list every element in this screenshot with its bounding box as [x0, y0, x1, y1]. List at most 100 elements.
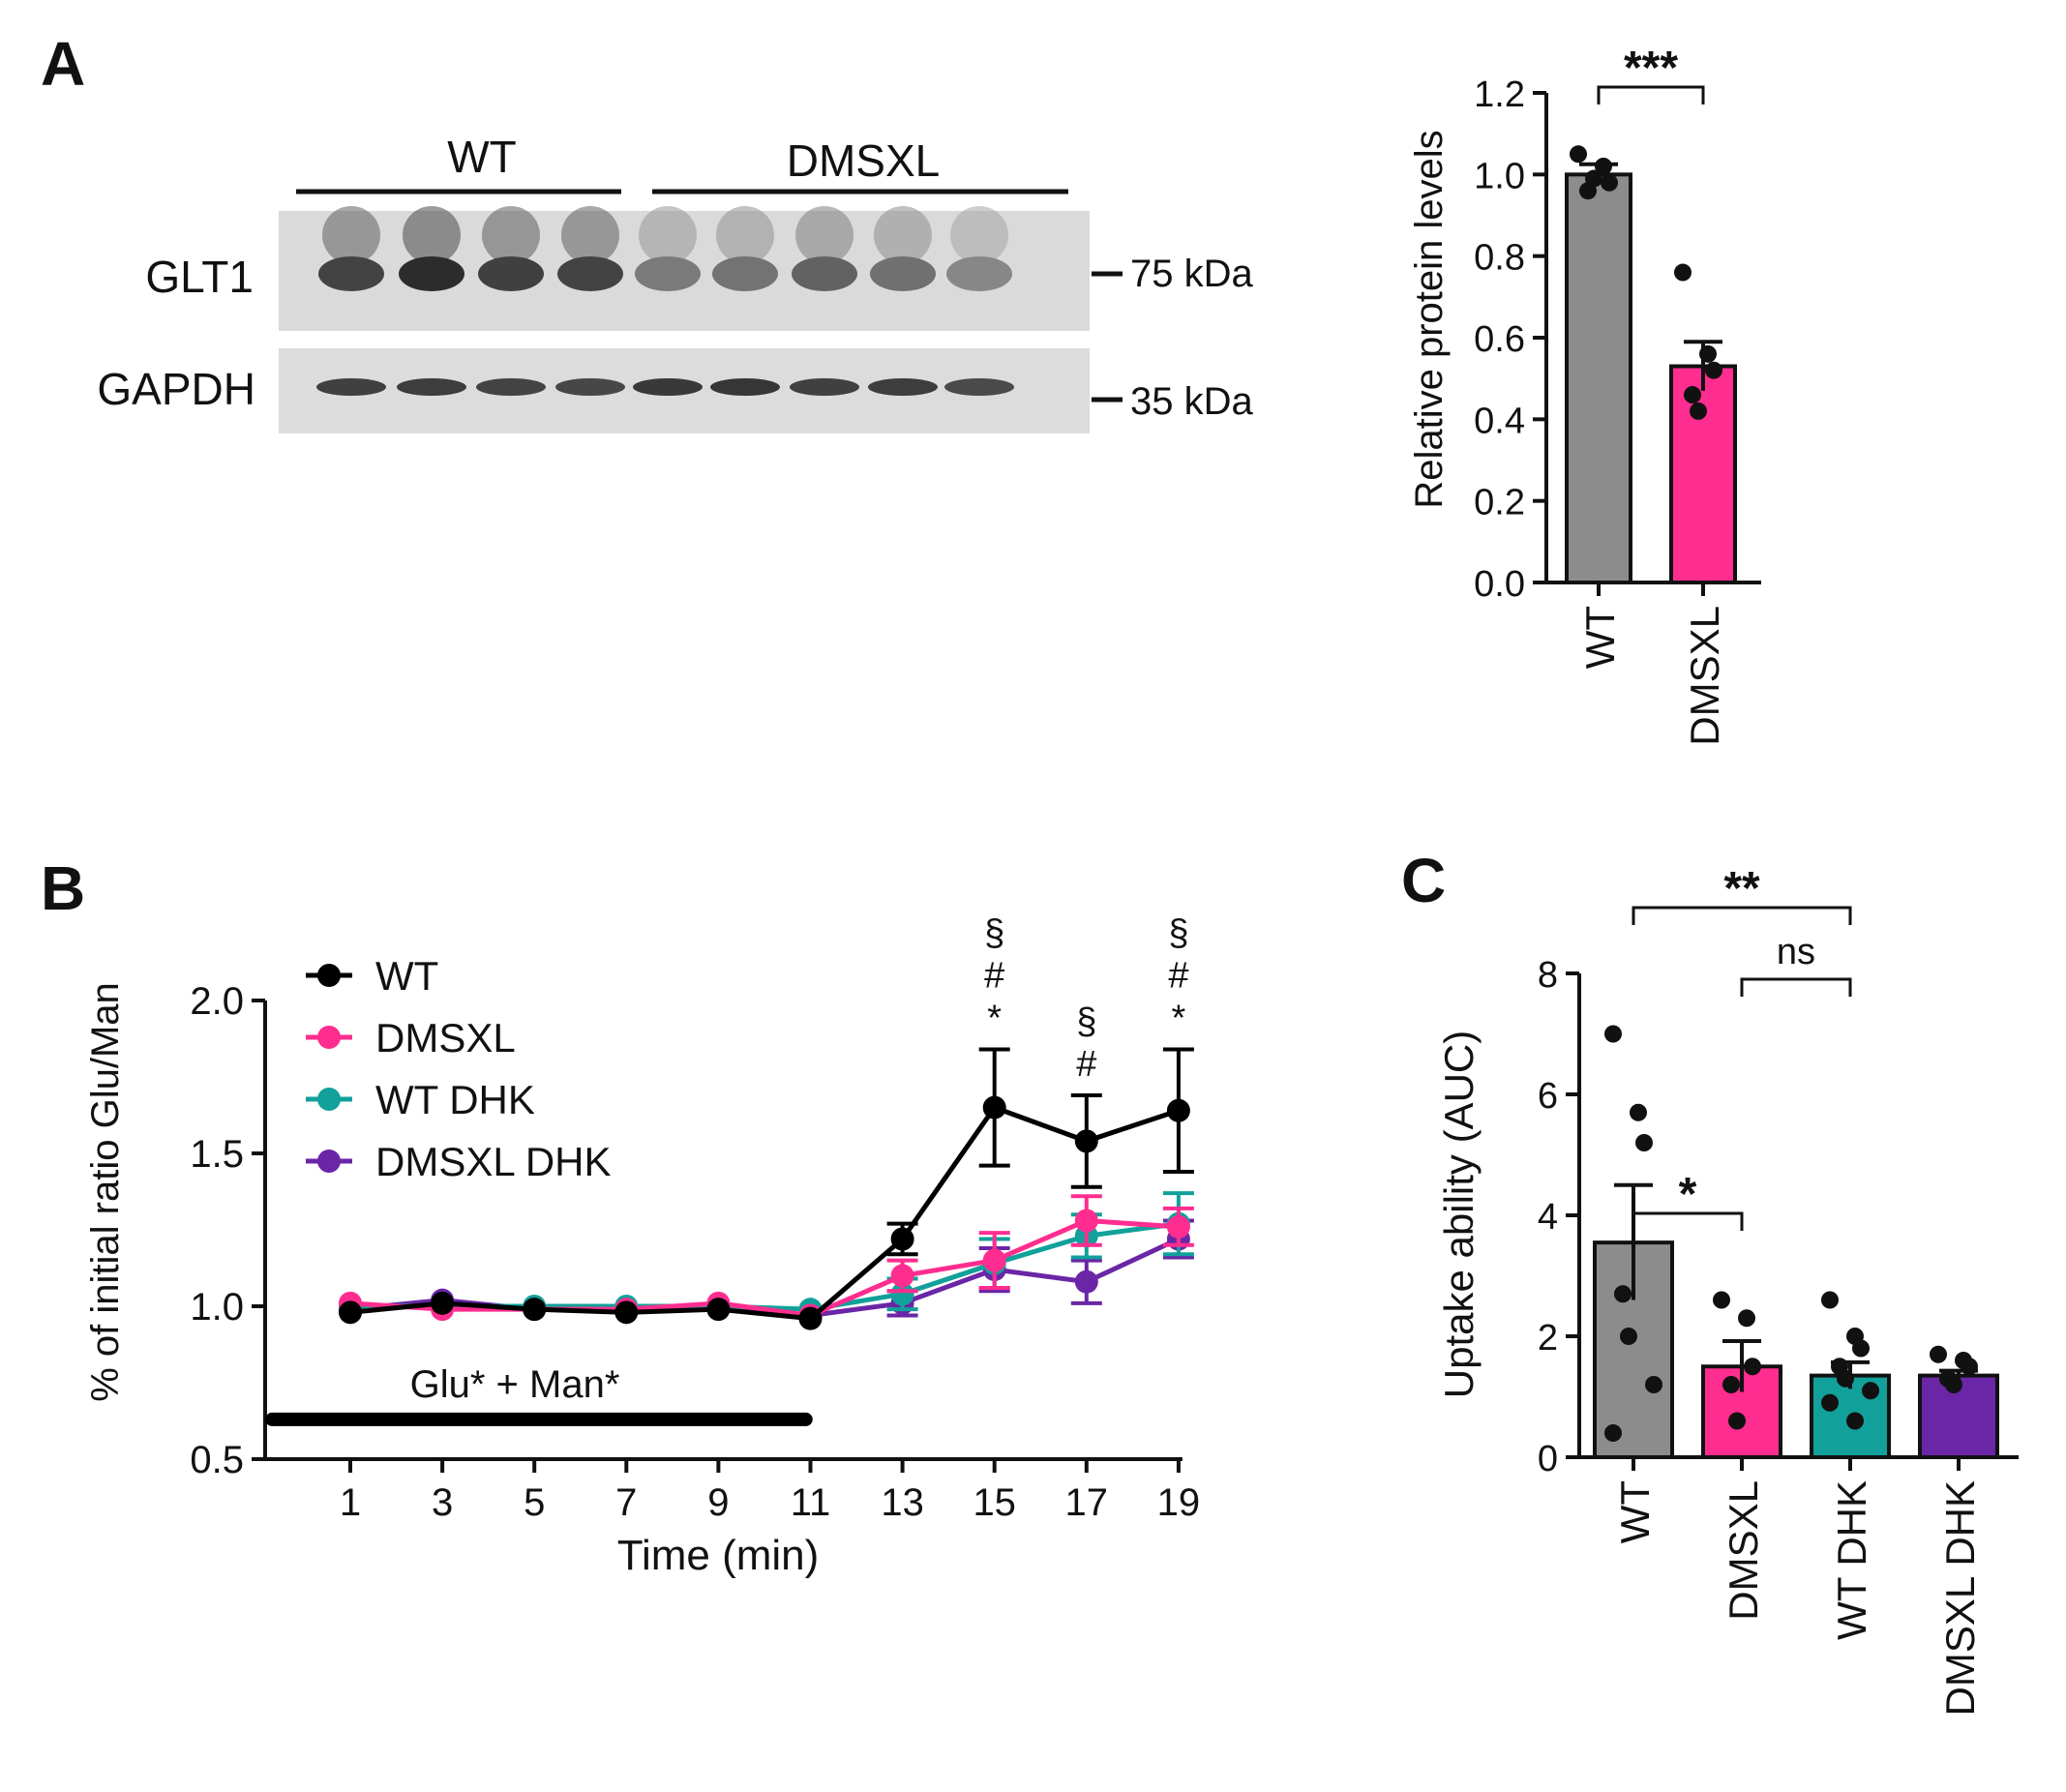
band-smear-glt1-9 — [950, 206, 1008, 264]
chart-b-xtick-label: 5 — [524, 1481, 545, 1524]
band-gapdh-1 — [316, 378, 386, 396]
legend-label-dmsxl: DMSXL — [375, 1015, 516, 1060]
chart-a-point-dmsxl — [1690, 402, 1707, 420]
chart-a-point-wt — [1601, 173, 1618, 192]
chart-a-bar-wt — [1565, 172, 1632, 584]
chart-b-xtick-label: 7 — [615, 1481, 637, 1524]
chart-c-point-wt — [1604, 1424, 1622, 1442]
panel-label-a: A — [41, 29, 85, 99]
band-smear-glt1-4 — [561, 206, 619, 264]
marker-label-75: 75 kDa — [1130, 253, 1253, 295]
legend-label-wt: WT — [375, 953, 438, 999]
chart-c-sig-label: ** — [1723, 863, 1760, 914]
blot-row-label-glt1: GLT1 — [145, 252, 254, 302]
band-glt1-2 — [399, 256, 464, 291]
band-glt1-4 — [557, 256, 623, 291]
series-dmsxl-dhk-point — [1074, 1269, 1098, 1294]
chart-c-category-label-wt-dhk: WT DHK — [1829, 1480, 1874, 1640]
series-dmsxl-point — [890, 1264, 914, 1288]
series-dmsxl-point — [1166, 1214, 1190, 1239]
chart-b-xtick-label: 3 — [432, 1481, 453, 1524]
chart-b-ylabel: % of initial ratio Glu/Man — [84, 982, 127, 1402]
series-wt-point — [982, 1095, 1006, 1120]
series-wt-point — [798, 1306, 823, 1330]
chart-a-ytick-label: 0.4 — [1474, 401, 1525, 441]
chart-a-ytick-label: 0.2 — [1474, 483, 1525, 523]
band-glt1-8 — [870, 256, 936, 291]
band-gapdh-3 — [476, 378, 546, 396]
chart-c-point-wt-dhk — [1852, 1339, 1870, 1358]
significance-mark: § — [984, 913, 1004, 954]
chart-c-point-dmsxl — [1713, 1291, 1730, 1309]
blot-row-label-gapdh: GAPDH — [97, 364, 255, 414]
series-wt-point — [431, 1291, 455, 1315]
chart-c-point-wt-dhk — [1837, 1369, 1854, 1388]
band-smear-glt1-5 — [639, 206, 697, 264]
chart-c-ytick-label: 2 — [1538, 1318, 1558, 1359]
legend-marker-wt-dhk — [317, 1088, 341, 1111]
significance-mark: § — [1168, 913, 1188, 954]
chart-c-point-wt-dhk — [1821, 1291, 1839, 1309]
band-gapdh-9 — [944, 378, 1014, 396]
chart-c-ytick-label: 0 — [1538, 1439, 1558, 1479]
chart-a-point-dmsxl — [1674, 263, 1692, 282]
band-glt1-6 — [712, 256, 778, 291]
chart-b-xtick-label: 9 — [707, 1481, 729, 1524]
band-glt1-7 — [792, 256, 857, 291]
series-dmsxl-point — [982, 1248, 1006, 1272]
legend-marker-dmsxl — [317, 1026, 341, 1049]
chart-c-sig-label: * — [1679, 1169, 1697, 1220]
chart-c-point-wt-dhk — [1862, 1382, 1879, 1400]
series-wt-point — [706, 1298, 731, 1322]
band-smear-glt1-1 — [322, 206, 380, 264]
band-smear-glt1-6 — [716, 206, 774, 264]
chart-a-point-wt — [1595, 157, 1612, 175]
chart-b-xtick-label: 13 — [881, 1481, 924, 1524]
chart-c-point-dmsxl-dhk — [1930, 1345, 1947, 1363]
chart-c-point-wt — [1614, 1285, 1632, 1303]
chart-a-point-dmsxl — [1684, 386, 1701, 404]
significance-mark: # — [1168, 956, 1188, 997]
legend-label-dmsxl-dhk: DMSXL DHK — [375, 1139, 612, 1184]
chart-b-ytick-label: 1.0 — [190, 1286, 244, 1329]
band-gapdh-8 — [868, 378, 938, 396]
series-wt-point — [1074, 1129, 1098, 1153]
chart-c-sig-bracket — [1632, 906, 1852, 925]
chart-c-uptake-auc: Uptake ability (AUC) 0 2 4 6 8 WT DMSXL WT DHK D… — [1436, 863, 2019, 1717]
series-dmsxl-line — [349, 1217, 1180, 1319]
significance-mark: * — [987, 999, 1002, 1039]
band-smear-glt1-2 — [403, 206, 461, 264]
chart-a-category-label-wt: WT — [1577, 606, 1623, 669]
significance-mark: # — [984, 956, 1004, 997]
chart-a-sig-label: *** — [1624, 43, 1678, 94]
series-wt-line — [349, 1104, 1180, 1322]
chart-c-category-label-dmsxl-dhk: DMSXL DHK — [1937, 1480, 1983, 1717]
chart-c-point-wt — [1645, 1376, 1662, 1393]
chart-a-category-label-dmsxl: DMSXL — [1682, 606, 1727, 746]
chart-a-point-dmsxl — [1705, 361, 1722, 379]
treatment-bar-label: Glu* + Man* — [410, 1363, 620, 1406]
band-glt1-3 — [478, 256, 544, 291]
chart-a-ytick-label: 0.8 — [1474, 238, 1525, 279]
band-gapdh-5 — [633, 378, 703, 396]
chart-a-ytick-label: 0.6 — [1474, 319, 1525, 360]
chart-c-point-wt — [1620, 1328, 1637, 1345]
band-gapdh-2 — [397, 378, 466, 396]
chart-c-point-wt — [1630, 1103, 1647, 1121]
panel-label-b: B — [41, 853, 85, 923]
chart-b-xlabel: Time (min) — [617, 1532, 820, 1579]
chart-b-xtick-label: 17 — [1065, 1481, 1109, 1524]
chart-a-point-wt — [1570, 145, 1587, 164]
chart-b-xtick-label: 15 — [973, 1481, 1016, 1524]
chart-b-xtick-label: 1 — [340, 1481, 361, 1524]
chart-c-point-dmsxl-dhk — [1961, 1358, 1978, 1376]
chart-c-point-dmsxl — [1728, 1412, 1746, 1430]
chart-a-sig-bracket — [1597, 85, 1705, 105]
chart-c-category-label-wt: WT — [1612, 1480, 1658, 1543]
band-smear-glt1-3 — [482, 206, 540, 264]
band-gapdh-7 — [790, 378, 859, 396]
chart-b-xtick-label: 19 — [1157, 1481, 1201, 1524]
chart-c-point-dmsxl-dhk — [1945, 1376, 1962, 1393]
blot-group-label-wt: WT — [447, 132, 517, 182]
series-wt-point — [890, 1227, 914, 1251]
